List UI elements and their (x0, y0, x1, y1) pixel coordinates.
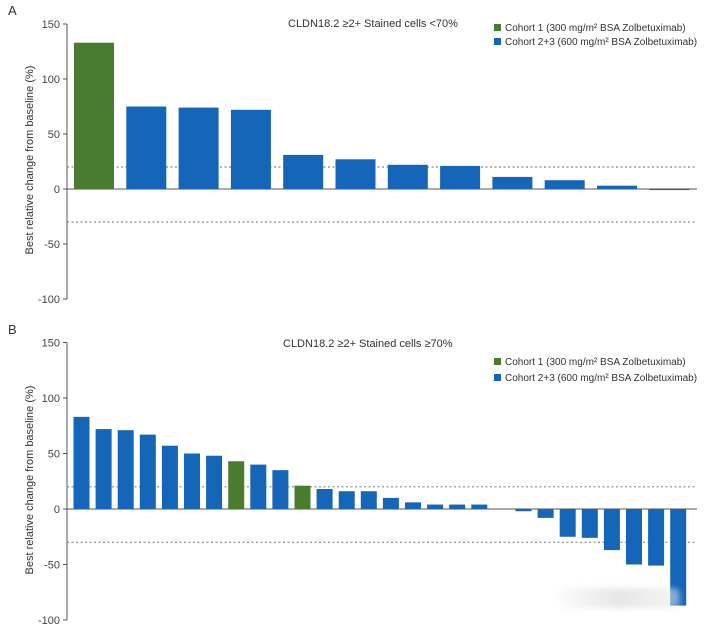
panel-b-y-tick-label: -100 (38, 615, 60, 627)
panel-a-bar (597, 185, 637, 189)
panel-a-bar (649, 189, 690, 191)
panel-a-y-tick-label: -50 (44, 239, 60, 251)
panel-a-legend-swatch-cohort23 (494, 38, 501, 45)
panel-a-bar (440, 165, 481, 189)
panel-b-bar (161, 445, 178, 509)
panel-b-bar (228, 461, 245, 509)
panel-a-y-tick-label: 150 (42, 19, 60, 31)
panel-a-bar (74, 42, 114, 190)
panel-a-y-tick-label: 100 (42, 74, 60, 86)
panel-b-legend-cohort1: Cohort 1 (300 mg/m² BSA Zolbetuximab) (505, 357, 686, 368)
panel-b-bar (670, 509, 687, 606)
panel-b-bar (603, 509, 620, 551)
panel-b-bar (559, 509, 576, 537)
panel-a-plot: 150 100 50 0 -50 -100 (38, 19, 697, 306)
panel-b-y-tick-label: 50 (48, 449, 60, 461)
panel-a-bar (126, 106, 167, 189)
panel-a-legend-swatch-cohort1 (494, 24, 501, 31)
panel-b-bar (626, 509, 642, 565)
panel-b-title: CLDN18.2 ≥2+ Stained cells ≥70% (283, 338, 453, 350)
panel-b-y-tick-label: 150 (42, 338, 60, 350)
panel-a-y-tick-label: -100 (38, 294, 60, 306)
panel-b-y-tick-label: -50 (44, 560, 60, 572)
panel-b-bar (405, 502, 421, 509)
panel-a-bar (544, 180, 585, 189)
panel-a-bar (178, 107, 219, 189)
panel-b-y-tick-label: 100 (42, 393, 60, 405)
panel-b-legend-swatch-cohort1 (494, 358, 501, 365)
panel-a-bar (492, 176, 533, 189)
panel-b-y-tick-label: 0 (54, 504, 60, 516)
panel-a-letter: A (8, 3, 17, 18)
panel-b-bar (427, 504, 444, 509)
panel-b-letter: B (8, 322, 17, 337)
panel-a-bar (387, 164, 428, 189)
panel-b-bar (382, 497, 399, 509)
panel-a-legend-cohort1: Cohort 1 (300 mg/m² BSA Zolbetuximab) (505, 23, 686, 34)
panel-b-bar (471, 504, 488, 509)
panel-a-legend-cohort23: Cohort 2+3 (600 mg/m² BSA Zolbetuximab) (505, 37, 697, 48)
panel-b-bar (139, 434, 156, 509)
panel-a-bar (335, 159, 376, 189)
panel-b-bar (73, 416, 90, 509)
panel-b-bar (449, 504, 466, 509)
panel-b-bar (338, 491, 355, 509)
panel-b-bar (360, 491, 377, 509)
panel-b-bar (581, 509, 598, 538)
panel-a-title: CLDN18.2 ≥2+ Stained cells <70% (288, 18, 458, 30)
panel-b-bar (272, 470, 289, 509)
watermark-blur (560, 588, 680, 608)
panel-b-legend-swatch-cohort23 (494, 374, 501, 381)
panel-b-bar (250, 464, 267, 509)
panel-b-bar (648, 509, 665, 566)
panel-a-bar (283, 154, 324, 189)
panel-b-bar (537, 509, 554, 518)
panel-a-y-tick-label: 50 (48, 129, 60, 141)
panel-b-bar (206, 455, 223, 509)
panel-b-legend-cohort23: Cohort 2+3 (600 mg/m² BSA Zolbetuximab) (505, 373, 697, 384)
panel-a-ylabel: Best relative change from baseline (%) (24, 66, 36, 255)
panel-b-bar (184, 453, 200, 509)
panel-b-bar (117, 430, 134, 509)
panel-a-bar (230, 109, 271, 189)
panel-a-y-tick-label: 0 (54, 184, 60, 196)
panel-b-plot: 150 100 50 0 -50 -100 (38, 338, 697, 627)
panel-b-bar (515, 509, 532, 512)
panel-b-bar (316, 489, 333, 509)
panel-b-bar (294, 485, 311, 509)
panel-b-bar (95, 429, 112, 509)
panel-b-ylabel: Best relative change from baseline (%) (24, 386, 36, 575)
